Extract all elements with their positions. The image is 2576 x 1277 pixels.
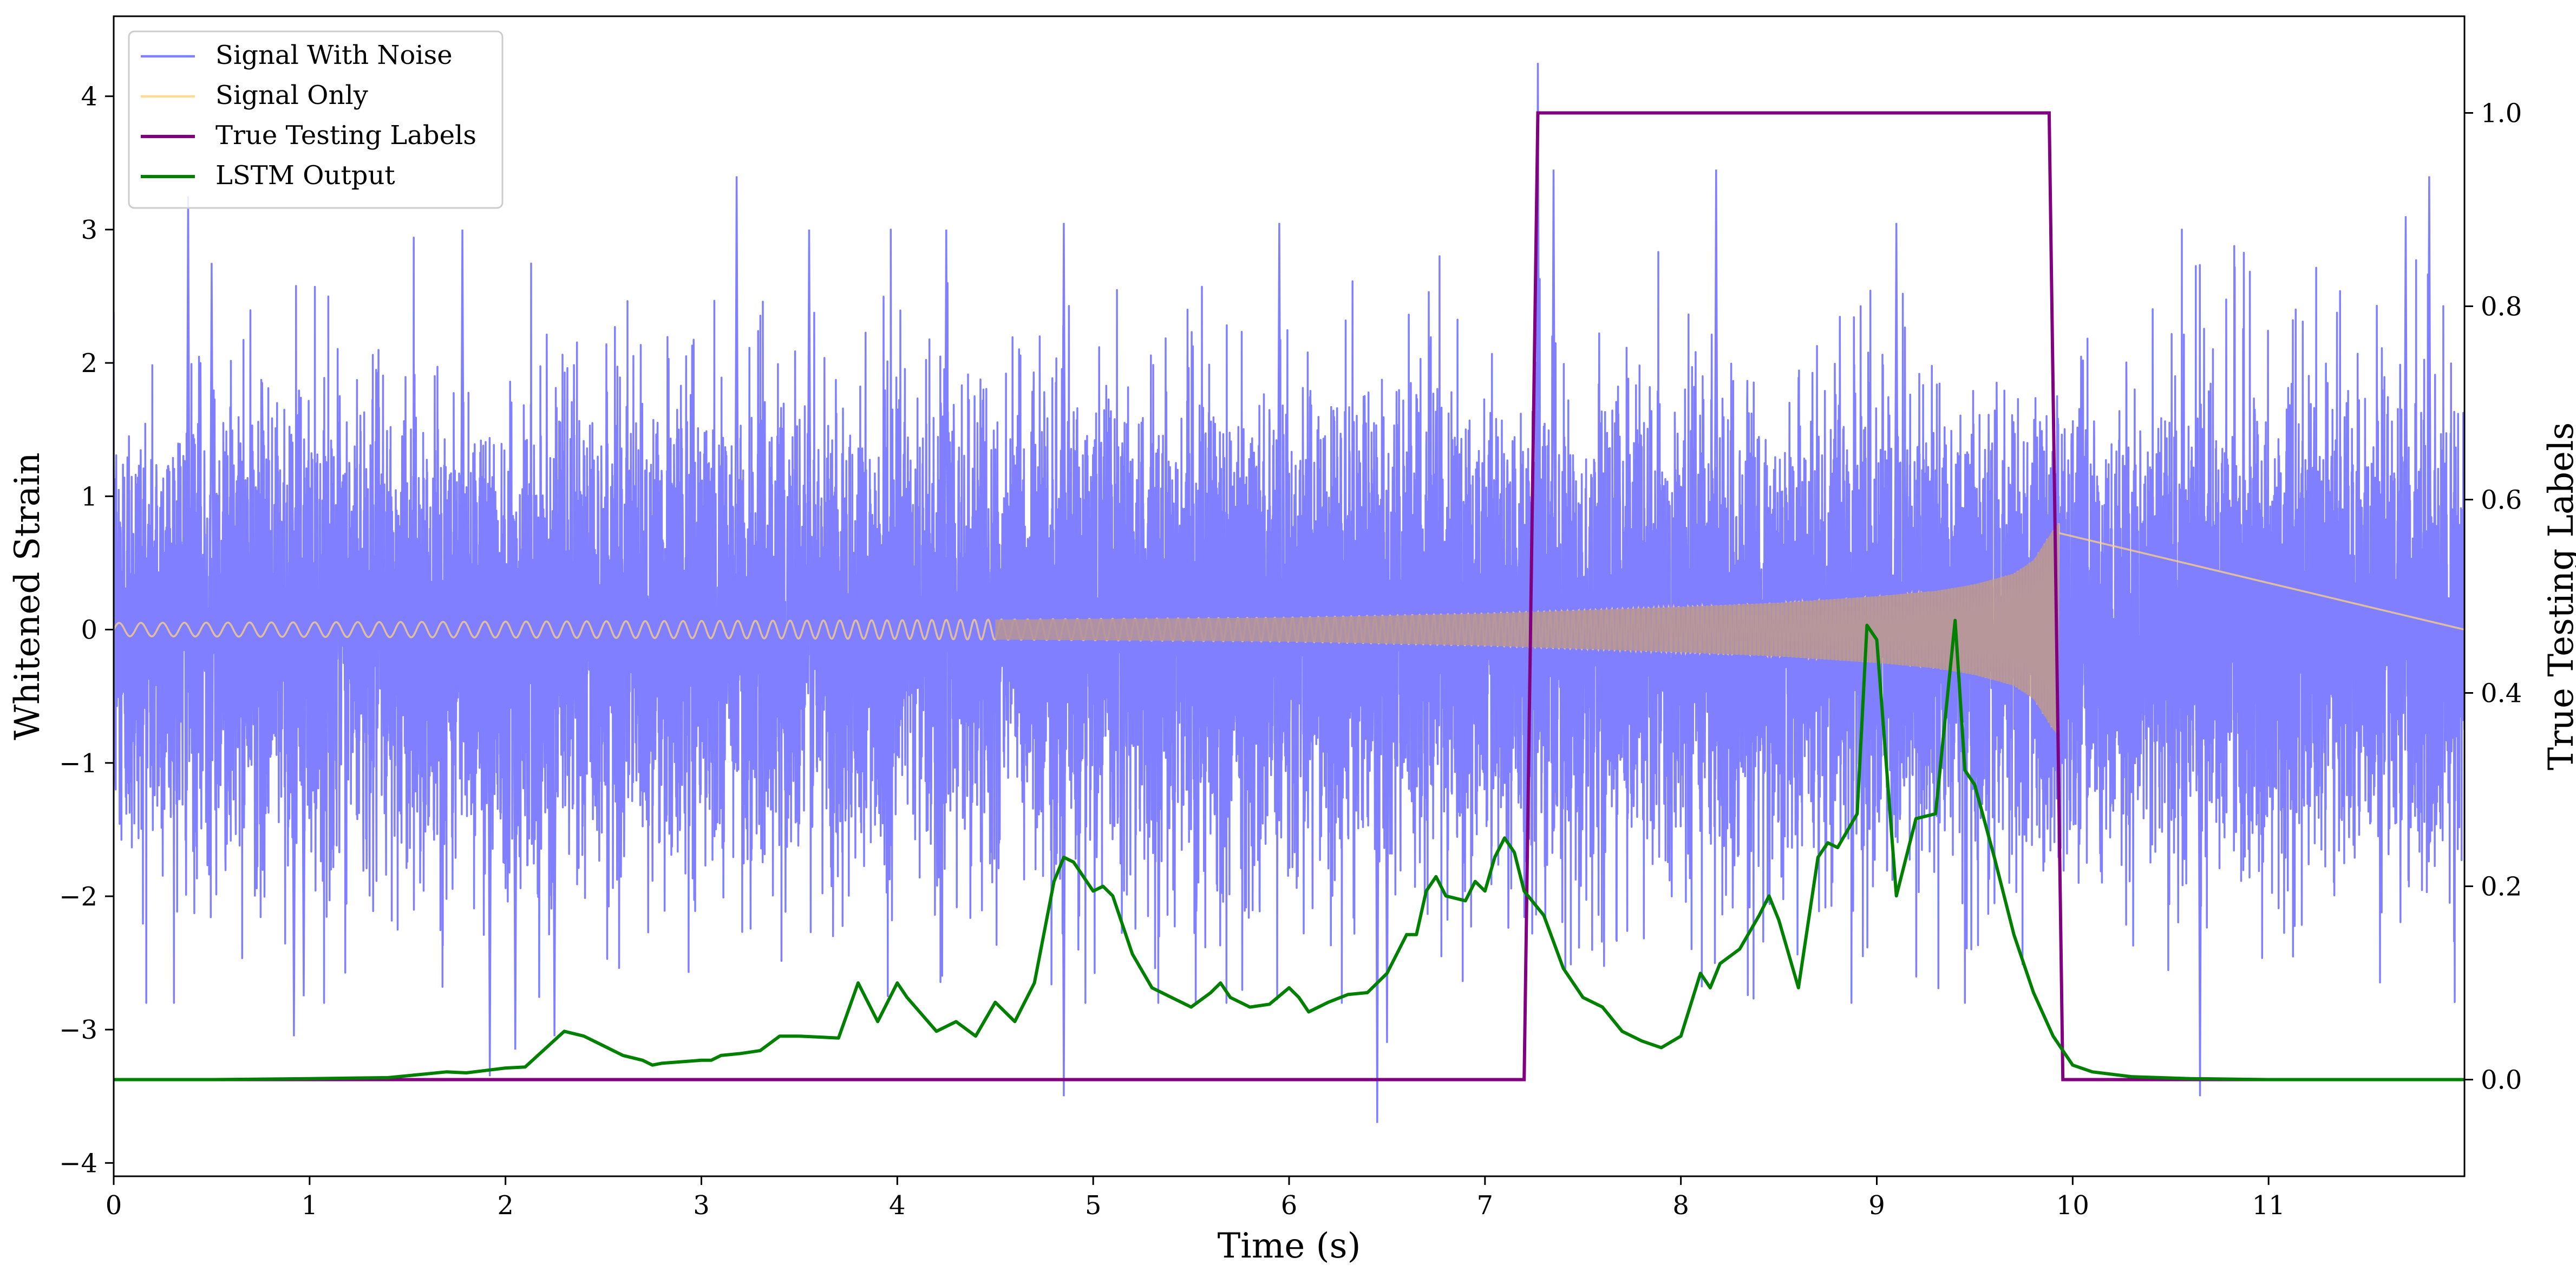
y-axis-left-title: Whitened Strain: [8, 452, 48, 740]
y-left-tick-label: −1: [59, 748, 97, 779]
noise-spike: [734, 176, 740, 630]
noise-spike: [487, 629, 493, 1077]
noise-spike: [944, 229, 949, 630]
noise-spike: [1535, 63, 1541, 630]
series-lstm-output: [114, 618, 2464, 1081]
noise-spike: [513, 629, 518, 1050]
noise-spike: [2403, 216, 2409, 630]
y-axis-left: −4 −3 −2 −1 0 1 2 3 4: [59, 82, 114, 1178]
y-right-tick-label: 0.0: [2481, 1065, 2522, 1096]
y-left-tick-label: 0: [81, 615, 97, 646]
series-true-testing-labels: [114, 111, 2464, 1081]
x-tick-label: 4: [889, 1190, 906, 1221]
noise-spike: [1893, 223, 1899, 630]
y-left-tick-label: 1: [81, 481, 97, 512]
x-tick-label: 2: [497, 1190, 514, 1221]
x-tick-label: 1: [302, 1190, 318, 1221]
legend-label: Signal With Noise: [215, 40, 453, 70]
y-right-tick-label: 0.6: [2481, 485, 2522, 516]
y-right-tick-label: 0.4: [2481, 679, 2522, 709]
series-signal-only: [114, 523, 2464, 737]
x-tick-label: 0: [106, 1190, 122, 1221]
y-left-tick-label: 3: [81, 215, 97, 245]
y-left-tick-label: −2: [59, 882, 97, 912]
signal-with-noise-line: [114, 229, 2464, 1004]
series-layer: [114, 63, 2464, 1123]
noise-spike: [209, 263, 214, 630]
noise-spike: [1277, 223, 1282, 630]
x-tick-label: 8: [1672, 1190, 1689, 1221]
legend-label: Signal Only: [215, 80, 368, 110]
x-tick-label: 6: [1281, 1190, 1298, 1221]
noise-spike: [2427, 176, 2432, 630]
legend-label: LSTM Output: [215, 160, 395, 191]
signal-only-envelope: [995, 523, 2059, 737]
noise-spike: [552, 629, 557, 1037]
legend-label: True Testing Labels: [215, 120, 476, 151]
y-right-tick-label: 1.0: [2481, 99, 2522, 129]
y-left-tick-label: 2: [81, 348, 97, 379]
noise-spike: [291, 629, 297, 1037]
x-axis: 0 1 2 3 4 5 6 7 8 9 10 11: [106, 1176, 2285, 1221]
legend: Signal With Noise Signal Only True Testing…: [128, 30, 504, 209]
y-right-tick-label: 0.8: [2481, 292, 2522, 322]
noise-spike: [1551, 170, 1557, 630]
noise-spike: [460, 229, 465, 630]
x-axis-title: Time (s): [1218, 1226, 1361, 1266]
x-tick-label: 7: [1477, 1190, 1494, 1221]
y-axis-right: 0.0 0.2 0.4 0.6 0.8 1.0: [2464, 99, 2522, 1096]
noise-spike: [1384, 629, 1390, 1043]
x-tick-label: 5: [1085, 1190, 1102, 1221]
y-left-tick-label: −3: [59, 1015, 97, 1045]
x-tick-label: 3: [693, 1190, 710, 1221]
y-right-tick-label: 0.2: [2481, 872, 2522, 902]
x-tick-label: 10: [2056, 1190, 2089, 1221]
y-left-tick-label: 4: [81, 82, 97, 112]
y-axis-right-title: True Testing Labels: [2541, 422, 2576, 771]
noise-spike: [1061, 223, 1067, 630]
noise-spike: [301, 629, 306, 996]
x-tick-label: 11: [2252, 1190, 2285, 1221]
noise-spike: [1714, 170, 1719, 630]
noise-spike: [806, 229, 812, 630]
legend-box: [128, 30, 504, 209]
y-left-tick-label: −4: [59, 1148, 97, 1178]
x-tick-label: 9: [1868, 1190, 1885, 1221]
